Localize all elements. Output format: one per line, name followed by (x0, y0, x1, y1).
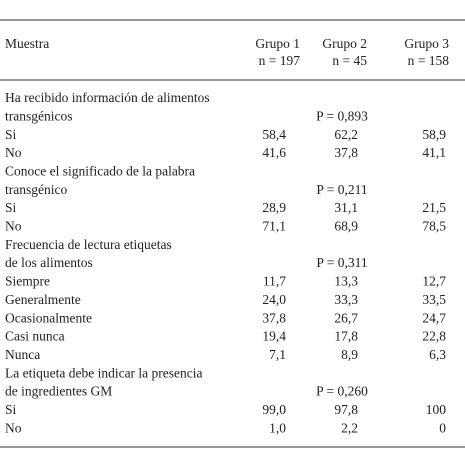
row-label: Generalmente (5, 292, 81, 307)
cell: 99,0 (262, 402, 286, 417)
cell: 6,3 (429, 347, 446, 362)
group-n: n = 158 (408, 53, 450, 68)
cell: 33,5 (422, 292, 446, 307)
cell: 33,3 (334, 292, 358, 307)
p-value: P = 0,893 (316, 108, 368, 123)
cell: 2,2 (341, 420, 358, 435)
cell: 68,9 (334, 219, 358, 234)
cell: 28,9 (262, 200, 286, 215)
group-n: n = 45 (332, 53, 367, 68)
cell: 1,0 (269, 420, 286, 435)
row-label: Si (5, 402, 17, 417)
cell: 100 (426, 402, 447, 417)
cell: 41,1 (422, 145, 446, 160)
row-label: Nunca (5, 347, 40, 362)
group-name: Grupo 2 (322, 36, 367, 51)
cell: 37,8 (262, 310, 286, 325)
cell: 58,9 (422, 127, 446, 142)
row-label: No (5, 145, 22, 160)
question: Ha recibido información de alimentos (5, 90, 210, 105)
question: transgénicos (5, 108, 72, 123)
cell: 21,5 (422, 200, 446, 215)
cell: 11,7 (263, 274, 286, 289)
question: Conoce el significado de la palabra (5, 163, 195, 178)
cell: 19,4 (262, 329, 286, 344)
question: de los alimentos (5, 255, 93, 270)
cell: 97,8 (334, 402, 358, 417)
cell: 7,1 (269, 347, 286, 362)
header-label: Muestra (5, 36, 49, 51)
row-label: No (5, 420, 22, 435)
cell: 0 (439, 420, 446, 435)
row-label: Si (5, 200, 17, 215)
cell: 26,7 (334, 310, 358, 325)
cell: 12,7 (422, 274, 446, 289)
question: transgénico (5, 182, 67, 197)
cell: 24,7 (422, 310, 446, 325)
group-name: Grupo 1 (255, 36, 300, 51)
p-value: P = 0,311 (316, 255, 367, 270)
p-value: P = 0,211 (316, 182, 367, 197)
row-label: No (5, 219, 22, 234)
cell: 22,8 (422, 329, 446, 344)
cell: 58,4 (262, 127, 286, 142)
cell: 41,6 (262, 145, 286, 160)
row-label: Ocasionalmente (5, 310, 92, 325)
cell: 78,5 (422, 219, 446, 234)
cell: 24,0 (262, 292, 286, 307)
group-name: Grupo 3 (404, 36, 449, 51)
cell: 13,3 (334, 274, 358, 289)
row-label: Si (5, 127, 17, 142)
cell: 37,8 (334, 145, 358, 160)
cell: 71,1 (262, 219, 286, 234)
question: La etiqueta debe indicar la presencia (5, 365, 203, 380)
row-label: Casi nunca (5, 329, 65, 344)
cell: 17,8 (334, 329, 358, 344)
p-value: P = 0,260 (316, 384, 368, 399)
cell: 31,1 (334, 200, 358, 215)
group-n: n = 197 (259, 53, 301, 68)
question: Frecuencia de lectura etiquetas (5, 237, 172, 252)
row-label: Siempre (5, 274, 50, 289)
cell: 62,2 (334, 127, 358, 142)
question: de ingredientes GM (5, 384, 112, 399)
cell: 8,9 (341, 347, 358, 362)
